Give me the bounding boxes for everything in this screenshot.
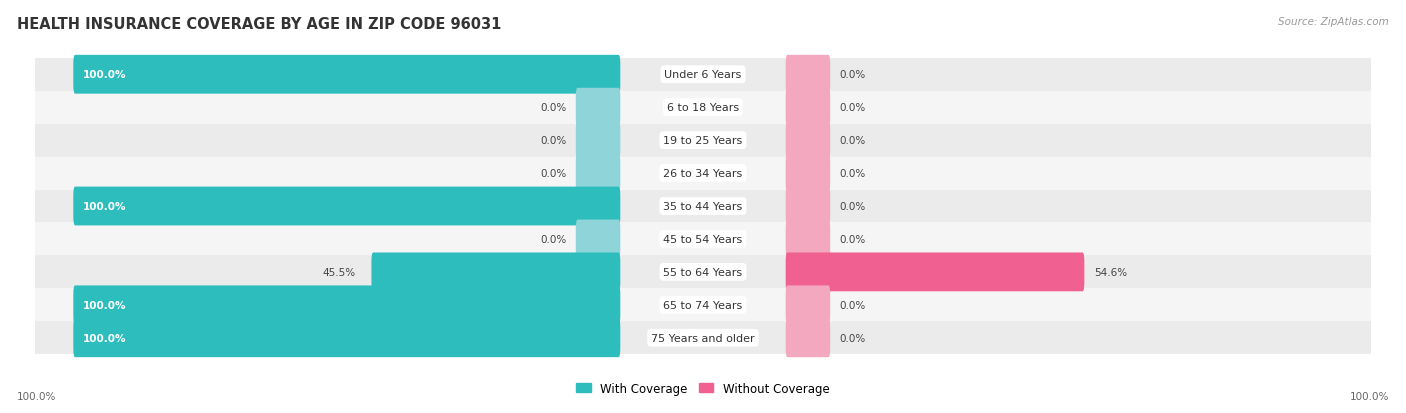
Bar (35, 321, 1371, 354)
Text: Source: ZipAtlas.com: Source: ZipAtlas.com (1278, 17, 1389, 26)
Legend: With Coverage, Without Coverage: With Coverage, Without Coverage (572, 377, 834, 399)
FancyBboxPatch shape (786, 253, 1084, 292)
Text: 100.0%: 100.0% (83, 202, 127, 211)
Text: 0.0%: 0.0% (839, 202, 866, 211)
Bar (35, 289, 1371, 321)
FancyBboxPatch shape (786, 220, 830, 259)
Text: 0.0%: 0.0% (839, 103, 866, 113)
Text: 45.5%: 45.5% (322, 267, 356, 277)
FancyBboxPatch shape (73, 318, 620, 357)
FancyBboxPatch shape (786, 121, 830, 160)
Bar (35, 256, 1371, 289)
Text: 65 to 74 Years: 65 to 74 Years (664, 300, 742, 310)
Text: 100.0%: 100.0% (83, 70, 127, 80)
Text: 0.0%: 0.0% (839, 70, 866, 80)
FancyBboxPatch shape (576, 154, 620, 193)
Text: Under 6 Years: Under 6 Years (665, 70, 741, 80)
Text: 100.0%: 100.0% (83, 300, 127, 310)
Text: 55 to 64 Years: 55 to 64 Years (664, 267, 742, 277)
Text: 6 to 18 Years: 6 to 18 Years (666, 103, 740, 113)
FancyBboxPatch shape (786, 154, 830, 193)
Text: 100.0%: 100.0% (83, 333, 127, 343)
Text: 26 to 34 Years: 26 to 34 Years (664, 169, 742, 179)
Text: 0.0%: 0.0% (540, 234, 567, 244)
Text: 0.0%: 0.0% (839, 169, 866, 179)
FancyBboxPatch shape (786, 88, 830, 127)
FancyBboxPatch shape (73, 56, 620, 95)
Bar (35, 157, 1371, 190)
Bar (35, 223, 1371, 256)
Bar (35, 124, 1371, 157)
Bar (35, 190, 1371, 223)
FancyBboxPatch shape (73, 187, 620, 226)
Bar (35, 59, 1371, 92)
Text: 0.0%: 0.0% (839, 136, 866, 146)
FancyBboxPatch shape (576, 121, 620, 160)
FancyBboxPatch shape (786, 56, 830, 95)
FancyBboxPatch shape (371, 253, 620, 292)
FancyBboxPatch shape (786, 286, 830, 325)
Text: 0.0%: 0.0% (540, 169, 567, 179)
Text: 35 to 44 Years: 35 to 44 Years (664, 202, 742, 211)
Text: HEALTH INSURANCE COVERAGE BY AGE IN ZIP CODE 96031: HEALTH INSURANCE COVERAGE BY AGE IN ZIP … (17, 17, 502, 31)
Text: 75 Years and older: 75 Years and older (651, 333, 755, 343)
FancyBboxPatch shape (786, 318, 830, 357)
FancyBboxPatch shape (576, 88, 620, 127)
Text: 0.0%: 0.0% (540, 103, 567, 113)
FancyBboxPatch shape (786, 187, 830, 226)
Text: 100.0%: 100.0% (17, 391, 56, 401)
Text: 19 to 25 Years: 19 to 25 Years (664, 136, 742, 146)
Bar (35, 92, 1371, 124)
Text: 0.0%: 0.0% (839, 300, 866, 310)
Text: 100.0%: 100.0% (1350, 391, 1389, 401)
FancyBboxPatch shape (576, 220, 620, 259)
Text: 45 to 54 Years: 45 to 54 Years (664, 234, 742, 244)
FancyBboxPatch shape (73, 286, 620, 325)
Text: 0.0%: 0.0% (540, 136, 567, 146)
Text: 54.6%: 54.6% (1094, 267, 1128, 277)
Text: 0.0%: 0.0% (839, 234, 866, 244)
Text: 0.0%: 0.0% (839, 333, 866, 343)
